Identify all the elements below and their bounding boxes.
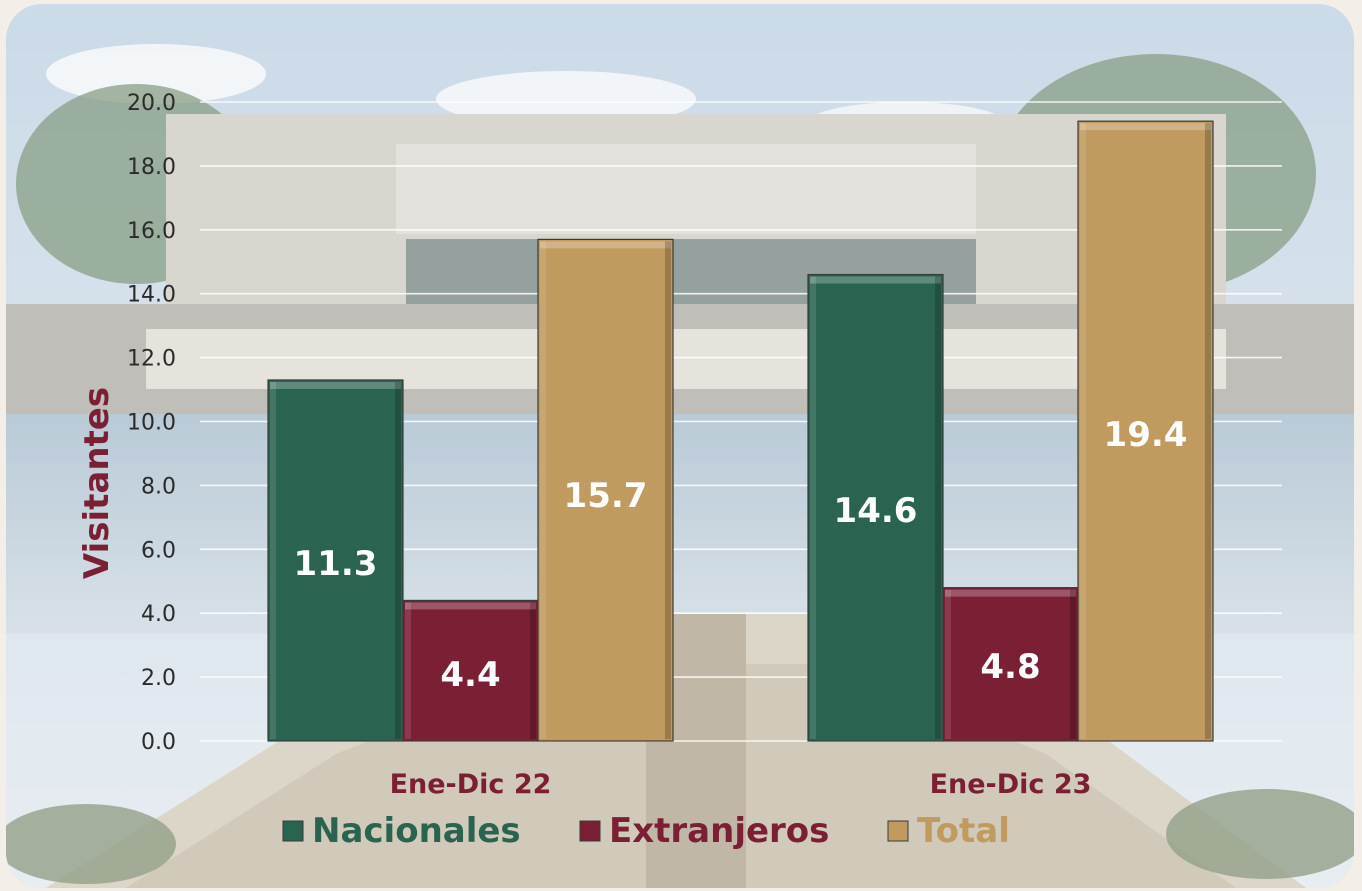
legend: Nacionales Extranjeros Total: [282, 811, 1010, 851]
legend-swatch: [579, 820, 601, 842]
category-labels: Ene-Dic 22 Ene-Dic 23: [390, 769, 1092, 800]
legend-label: Nacionales: [312, 811, 521, 851]
bar-shine: [540, 241, 546, 739]
data-label: 11.3: [294, 544, 378, 584]
y-tick-label: 20.0: [127, 91, 176, 116]
bar: [807, 273, 944, 742]
bar-highlight: [1080, 123, 1211, 131]
y-axis-title: Visitantes: [77, 387, 117, 579]
data-label: 14.6: [834, 491, 918, 531]
data-label: 19.4: [1104, 415, 1188, 455]
bar-shine: [810, 276, 816, 739]
category-label: Ene-Dic 23: [930, 769, 1092, 800]
bar-shade: [665, 241, 671, 739]
legend-item-extranjeros: Extranjeros: [579, 811, 829, 851]
bar: [402, 599, 539, 742]
legend-label: Total: [917, 811, 1010, 851]
bar-total-1: [537, 238, 674, 742]
bar-shade: [935, 276, 941, 739]
y-tick-label: 10.0: [127, 411, 176, 436]
bar-nacionales-2: [807, 273, 944, 742]
data-label: 4.4: [440, 655, 500, 695]
bar-highlight: [810, 276, 941, 284]
legend-swatch: [282, 820, 304, 842]
bar-shade: [1205, 123, 1211, 740]
bar-highlight: [405, 602, 536, 610]
bar-total-2: [1077, 120, 1214, 742]
bar-shine: [405, 602, 411, 739]
category-label: Ene-Dic 22: [390, 769, 552, 800]
y-tick-label: 14.0: [127, 283, 176, 308]
y-tick-label: 6.0: [141, 538, 176, 563]
y-tick-label: 2.0: [141, 666, 176, 691]
y-tick-label: 16.0: [127, 219, 176, 244]
bar-shine: [270, 381, 276, 739]
bar-highlight: [540, 241, 671, 249]
legend-swatch: [887, 820, 909, 842]
bar-shade: [1070, 589, 1076, 739]
bar-highlight: [270, 381, 401, 389]
y-axis-ticks: 0.0 2.0 4.0 6.0 8.0 10.0 12.0 14.0 16.0 18.0 20.0: [127, 91, 176, 755]
bar: [267, 379, 404, 742]
data-label: 15.7: [564, 476, 648, 516]
y-tick-label: 18.0: [127, 155, 176, 180]
bar: [1077, 120, 1214, 742]
bar-shine: [1080, 123, 1086, 740]
value-labels: 11.3 4.4 15.7 14.6 4.8 19.4: [294, 415, 1188, 695]
bar-extranjeros-2: [942, 587, 1079, 742]
bar: [537, 238, 674, 742]
bar-highlight: [945, 589, 1076, 597]
bar-shade: [395, 381, 401, 739]
bar-shade: [530, 602, 536, 739]
bar-nacionales-1: [267, 379, 404, 742]
legend-item-total: Total: [887, 811, 1010, 851]
y-tick-label: 12.0: [127, 347, 176, 372]
legend-item-nacionales: Nacionales: [282, 811, 521, 851]
bar-shine: [945, 589, 951, 739]
y-tick-label: 8.0: [141, 474, 176, 499]
bars: [267, 120, 1214, 742]
bar: [942, 587, 1079, 742]
data-label: 4.8: [980, 647, 1040, 687]
legend-label: Extranjeros: [609, 811, 829, 851]
y-tick-label: 0.0: [141, 730, 176, 755]
y-tick-label: 4.0: [141, 602, 176, 627]
bar-extranjeros-1: [402, 599, 539, 742]
